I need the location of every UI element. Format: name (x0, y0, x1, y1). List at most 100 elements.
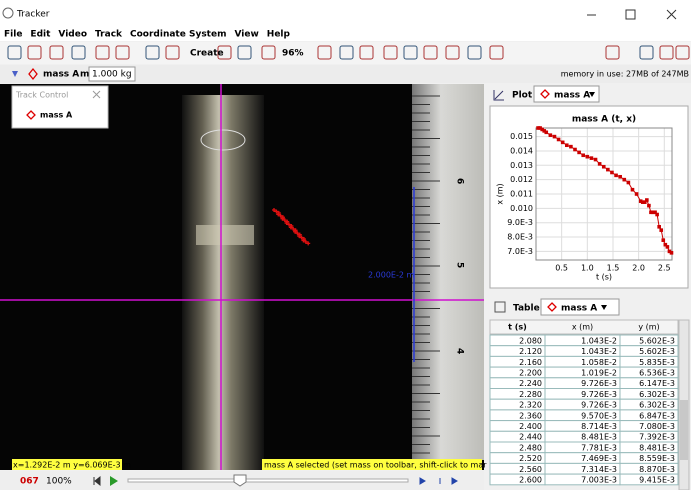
column-header: y (m) (638, 323, 659, 332)
x-tick-label: 1.5 (607, 264, 620, 273)
data-point (565, 143, 569, 147)
ruler-label: 6 (455, 178, 465, 184)
plot-track[interactable]: mass A (554, 91, 590, 101)
table-cell-text: 1.058E-2 (581, 358, 617, 367)
data-point (661, 238, 665, 242)
data-point (544, 131, 548, 135)
data-point (610, 171, 614, 175)
playback-rate: 100% (46, 477, 72, 487)
column-header: t (s) (508, 323, 527, 332)
data-point (645, 198, 649, 202)
table-cell-text: 1.043E-2 (581, 336, 617, 345)
menu-item[interactable]: Video (58, 30, 87, 40)
y-tick-label: 0.013 (510, 161, 533, 170)
mass-label: m (80, 70, 89, 80)
table-cell-text: 5.602E-3 (639, 336, 675, 345)
menu-item[interactable]: Coordinate System (130, 30, 226, 40)
table-cell-text: 9.570E-3 (581, 411, 617, 420)
data-point (594, 158, 598, 162)
tracker-window: Tracker File Edit Video Track Coordinate Sys… (0, 0, 691, 490)
table-label: Table (513, 304, 540, 314)
plot-title: mass A (t, x) (572, 115, 636, 125)
ruler-label: 5 (455, 262, 465, 268)
data-point (590, 156, 594, 160)
data-point (635, 192, 639, 196)
table-cell-text: 8.714E-3 (581, 422, 617, 431)
menu-item[interactable]: File (4, 30, 22, 40)
data-point (627, 181, 631, 185)
x-tick-label: 2.0 (632, 264, 645, 273)
status-message: mass A selected (set mass on toolbar, sh… (264, 461, 494, 470)
track-control-title: Track Control (15, 91, 68, 100)
table-cell-text: 9.726E-3 (581, 390, 617, 399)
table-cell-text: 7.003E-3 (581, 475, 617, 484)
y-tick-label: 0.012 (510, 175, 533, 184)
y-tick-label: 8.0E-3 (507, 233, 533, 242)
menu: File Edit Video Track Coordinate System View H… (4, 30, 291, 40)
track-name[interactable]: mass A (43, 70, 79, 80)
data-point (573, 148, 577, 152)
table-cell-text: 8.481E-3 (639, 443, 675, 452)
menu-item[interactable]: Edit (30, 30, 51, 40)
table-cell-text: 2.080 (519, 336, 542, 345)
data-point (561, 141, 565, 145)
zoom-button[interactable]: 96% (282, 49, 304, 59)
table-cell-text: 7.781E-3 (581, 443, 617, 452)
create-button[interactable]: Create (190, 49, 224, 59)
toolbar (0, 42, 691, 64)
y-tick-label: 9.0E-3 (507, 218, 533, 227)
data-point (586, 155, 590, 159)
slider-track[interactable] (128, 479, 408, 482)
data-point (622, 178, 626, 182)
ruler-label: 4 (455, 348, 465, 354)
data-point (647, 204, 651, 208)
table-cell-text: 9.726E-3 (581, 379, 617, 388)
mass-value[interactable]: 1.000 kg (92, 70, 132, 80)
table-cell-text: 8.870E-3 (639, 465, 675, 474)
data-point (631, 188, 635, 192)
readout: x=1.292E-2 m y=6.069E-3 m (13, 461, 131, 470)
table-cell-text: 9.415E-3 (639, 475, 675, 484)
data-point (666, 245, 670, 249)
table-cell-text: 2.360 (519, 411, 542, 420)
data-point (670, 251, 674, 255)
data-point (614, 174, 618, 178)
data-point (657, 225, 661, 229)
calibration-label: 2.000E-2 m (368, 271, 414, 280)
frame-number: 067 (20, 477, 39, 487)
table-cell-text: 7.314E-3 (581, 465, 617, 474)
x-tick-label: 0.5 (555, 264, 568, 273)
data-point (618, 175, 622, 179)
table-cell-text: 2.240 (519, 379, 542, 388)
x-tick-label: 1.0 (581, 264, 594, 273)
cylinder-band (196, 225, 254, 245)
table-cell-text: 6.847E-3 (639, 411, 675, 420)
data-point (549, 133, 553, 137)
data-point (569, 145, 573, 149)
table-cell-text: 5.602E-3 (639, 347, 675, 356)
table-track[interactable]: mass A (561, 304, 597, 314)
table-cell-text: 2.400 (519, 422, 542, 431)
cylinder (182, 95, 264, 470)
table-cell-text: 2.160 (519, 358, 542, 367)
table-cell-text: 8.481E-3 (581, 433, 617, 442)
data-point (581, 153, 585, 157)
menu-item[interactable]: View (234, 30, 258, 40)
table-cell-text: 2.520 (519, 454, 542, 463)
y-axis-label: x (m) (496, 183, 505, 204)
data-point (606, 168, 610, 172)
table-cell-text: 6.302E-3 (639, 390, 675, 399)
table-cell-text: 7.080E-3 (639, 422, 675, 431)
table-cell-text: 2.560 (519, 465, 542, 474)
table-cell-text: 2.120 (519, 347, 542, 356)
table-cell-text: 2.480 (519, 443, 542, 452)
scrollbar-thumb[interactable] (680, 400, 688, 460)
memory-info: memory in use: 27MB of 247MB (561, 70, 689, 79)
track-control-item[interactable]: mass A (40, 111, 73, 120)
table-cell-text: 2.320 (519, 401, 542, 410)
menu-item[interactable]: Help (267, 30, 291, 40)
window-title: Tracker (16, 10, 50, 20)
menu-item[interactable]: Track (95, 30, 123, 40)
table-cell-text: 2.600 (519, 475, 542, 484)
y-tick-label: 0.011 (510, 190, 533, 199)
